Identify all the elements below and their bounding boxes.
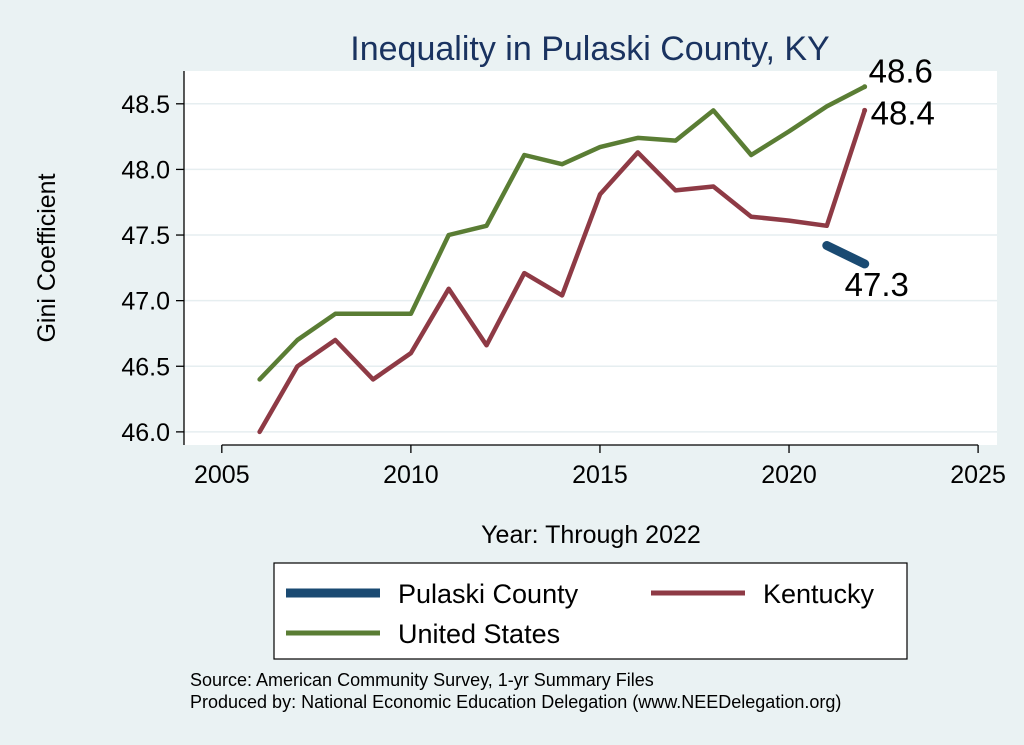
y-tick-label: 48.5 [121, 91, 170, 119]
series-end-point [862, 261, 868, 267]
end-label-kentucky: 48.4 [871, 94, 935, 131]
series-lines [257, 84, 870, 435]
series-end-point [862, 107, 868, 113]
y-tick-label: 48.0 [121, 156, 170, 184]
x-tick-label: 2010 [383, 461, 439, 489]
gridlines [184, 103, 997, 433]
legend: Pulaski County Kentucky United States [273, 562, 908, 660]
series-end-point [862, 84, 868, 90]
axes: 46.0 46.5 47.0 47.5 48.0 48.5 2005 2010 2015 2020… [121, 71, 1006, 489]
legend-label: Pulaski County [398, 579, 579, 609]
y-tick-label: 46.5 [121, 353, 170, 381]
y-tick-label: 46.0 [121, 419, 170, 447]
x-tick-label: 2005 [194, 461, 250, 489]
y-tick-label: 47.0 [121, 288, 170, 316]
legend-label: United States [398, 619, 560, 649]
legend-label: Kentucky [763, 579, 875, 609]
end-label-united-states: 48.6 [869, 53, 933, 90]
end-labels: 47.3 48.4 48.6 [845, 53, 935, 303]
source-notes: Source: American Community Survey, 1-yr … [190, 670, 841, 712]
series-line-kentucky [257, 108, 867, 435]
source-line-2: Produced by: National Economic Education… [190, 692, 841, 712]
series-line-united-states [257, 84, 867, 382]
y-axis-title: Gini Coefficient [33, 173, 61, 342]
x-tick-label: 2025 [950, 461, 1006, 489]
chart-title: Inequality in Pulaski County, KY [350, 30, 829, 68]
x-axis-title: Year: Through 2022 [481, 521, 701, 549]
y-tick-label: 47.5 [121, 222, 170, 250]
series-line-pulaski-county [822, 241, 870, 269]
legend-box [273, 562, 908, 660]
source-line-1: Source: American Community Survey, 1-yr … [190, 670, 654, 690]
x-tick-label: 2015 [572, 461, 628, 489]
end-label-pulaski-county: 47.3 [845, 266, 909, 303]
x-tick-label: 2020 [761, 461, 817, 489]
